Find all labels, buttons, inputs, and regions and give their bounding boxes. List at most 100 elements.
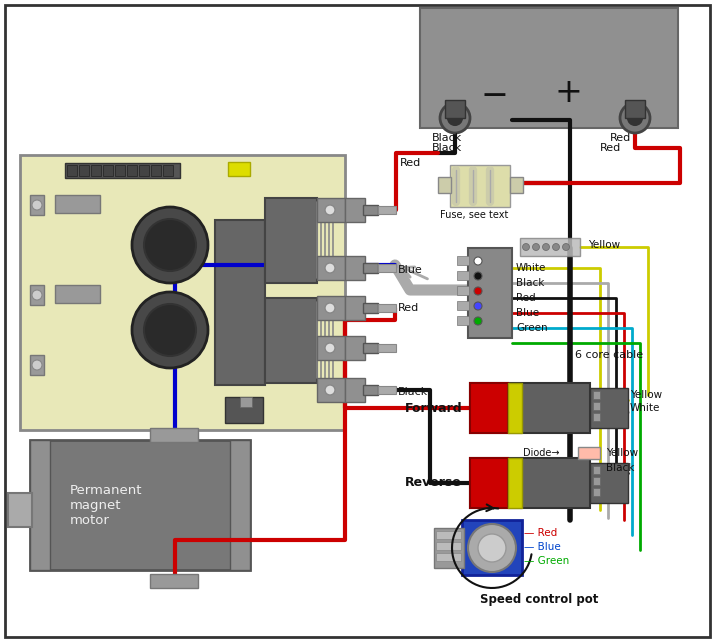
Text: White: White (516, 263, 546, 273)
Bar (593, 413, 600, 421)
Bar (378, 344, 396, 352)
Bar (520, 238, 580, 256)
Text: Red: Red (610, 133, 631, 143)
Bar (378, 304, 396, 312)
Text: Speed control pot: Speed control pot (480, 593, 598, 607)
Circle shape (543, 243, 550, 250)
Text: Red: Red (516, 293, 536, 303)
Circle shape (440, 103, 470, 133)
Bar (457, 256, 469, 265)
Bar (470, 383, 508, 433)
Text: Black: Black (432, 133, 463, 143)
Circle shape (620, 103, 650, 133)
Text: Red: Red (398, 303, 419, 313)
Bar (30, 355, 44, 375)
Circle shape (325, 303, 335, 313)
Bar (230, 440, 250, 570)
Bar (470, 458, 590, 508)
Bar (420, 8, 678, 128)
Bar (457, 271, 469, 280)
Bar (317, 336, 345, 360)
Bar (363, 205, 378, 215)
Circle shape (563, 243, 570, 250)
Circle shape (132, 292, 208, 368)
Circle shape (325, 385, 335, 395)
Circle shape (474, 302, 482, 310)
Bar (593, 477, 600, 485)
Circle shape (468, 524, 516, 572)
Text: Fuse, see text: Fuse, see text (440, 210, 508, 220)
Bar (363, 263, 378, 273)
Circle shape (325, 343, 335, 353)
Bar (151, 165, 161, 176)
Bar (345, 296, 365, 320)
Bar (317, 198, 345, 222)
Circle shape (32, 200, 42, 210)
Bar (115, 165, 125, 176)
Bar (468, 248, 512, 338)
Bar (434, 528, 464, 568)
Bar (593, 466, 600, 474)
Text: Reverse: Reverse (405, 476, 462, 489)
Text: +: + (555, 76, 583, 108)
Circle shape (474, 257, 482, 265)
Bar (139, 165, 149, 176)
Bar (317, 296, 345, 320)
Bar (150, 428, 198, 442)
Text: Blue: Blue (516, 308, 539, 318)
Bar (103, 165, 113, 176)
Bar (55, 195, 100, 213)
Bar (345, 256, 365, 280)
Bar (30, 285, 44, 305)
Bar (378, 206, 396, 214)
Bar (378, 264, 396, 272)
Bar (215, 220, 265, 385)
Bar (67, 165, 77, 176)
Bar (345, 378, 365, 402)
Text: 6 core cable: 6 core cable (575, 350, 643, 360)
Bar (578, 447, 600, 459)
Circle shape (32, 360, 42, 370)
Bar (345, 198, 365, 222)
Text: Permanent
magnet
motor: Permanent magnet motor (70, 483, 142, 526)
Text: — Green: — Green (524, 556, 569, 566)
Bar (625, 100, 645, 118)
Bar (363, 343, 378, 353)
Bar (228, 162, 250, 176)
Text: Blue: Blue (398, 265, 423, 275)
Bar (363, 303, 378, 313)
Text: Yellow: Yellow (588, 240, 620, 250)
Bar (225, 397, 263, 423)
Text: Red: Red (600, 143, 621, 153)
Bar (55, 285, 100, 303)
Text: Diode→: Diode→ (523, 448, 560, 458)
Bar (363, 385, 378, 395)
Bar (438, 177, 451, 193)
Circle shape (144, 219, 196, 271)
Bar (20, 155, 345, 430)
Bar (470, 458, 508, 508)
Bar (317, 378, 345, 402)
Bar (457, 286, 469, 295)
Bar (317, 256, 345, 280)
Text: — Red: — Red (524, 528, 557, 538)
Bar (436, 553, 461, 561)
Bar (593, 488, 600, 496)
Text: Black: Black (432, 143, 463, 153)
Circle shape (628, 111, 642, 125)
Circle shape (325, 205, 335, 215)
Text: White: White (630, 403, 661, 413)
Bar (127, 165, 137, 176)
Bar (378, 386, 396, 394)
Circle shape (448, 111, 462, 125)
Circle shape (474, 272, 482, 280)
Circle shape (325, 263, 335, 273)
Circle shape (474, 287, 482, 295)
Text: Black: Black (398, 387, 428, 397)
Text: Black: Black (516, 278, 544, 288)
Bar (150, 574, 198, 588)
Circle shape (144, 304, 196, 356)
Circle shape (523, 243, 530, 250)
Bar (508, 458, 522, 508)
Bar (91, 165, 101, 176)
